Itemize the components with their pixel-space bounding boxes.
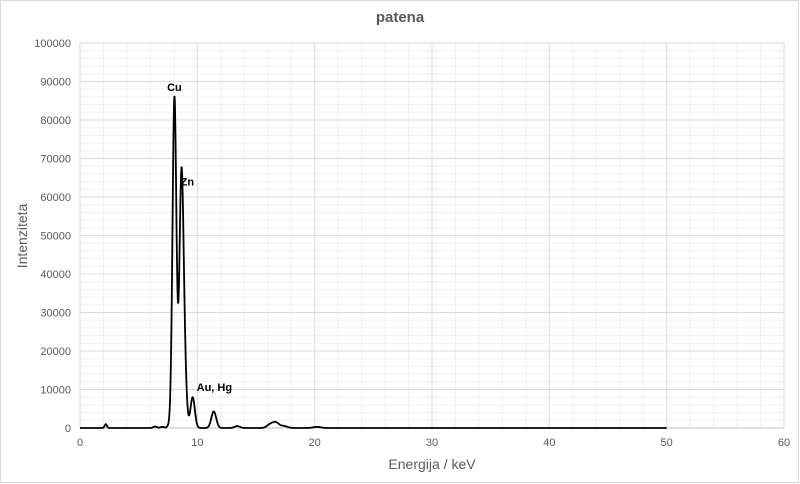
spectrum-series — [79, 95, 668, 429]
peak-label: Zn — [181, 176, 195, 188]
y-axis-title: Intenziteta — [14, 203, 30, 269]
x-tick-label: 10 — [191, 437, 203, 449]
y-tick-label: 70000 — [40, 154, 71, 166]
x-tick-label: 0 — [77, 437, 83, 449]
x-tick-label: 40 — [543, 437, 555, 449]
y-tick-label: 10000 — [40, 385, 71, 397]
peak-label: Cu — [167, 82, 182, 94]
x-tick-label: 30 — [426, 437, 438, 449]
y-tick-label: 80000 — [40, 115, 71, 127]
spectrum-line — [79, 95, 668, 429]
x-tick-label: 20 — [309, 437, 321, 449]
x-axis-title: Energija / keV — [388, 456, 476, 472]
y-tick-label: 100000 — [34, 38, 71, 50]
y-tick-label: 20000 — [40, 346, 71, 358]
peak-label: Au, Hg — [197, 382, 232, 394]
y-tick-label: 30000 — [40, 308, 71, 320]
x-tick-label: 50 — [661, 437, 673, 449]
chart-title: patena — [375, 9, 425, 26]
y-tick-label: 50000 — [40, 231, 71, 243]
x-tick-label: 60 — [778, 437, 790, 449]
y-tick-label: 0 — [65, 423, 71, 435]
annotations: Cu Zn Au, Hg — [167, 82, 232, 394]
grid — [79, 42, 785, 429]
y-tick-label: 60000 — [40, 192, 71, 204]
y-tick-label: 40000 — [40, 269, 71, 281]
tick-labels: 0 10 20 30 40 50 60 0 10000 20000 30000 40000 50000 6… — [34, 38, 790, 449]
y-tick-label: 90000 — [40, 77, 71, 89]
